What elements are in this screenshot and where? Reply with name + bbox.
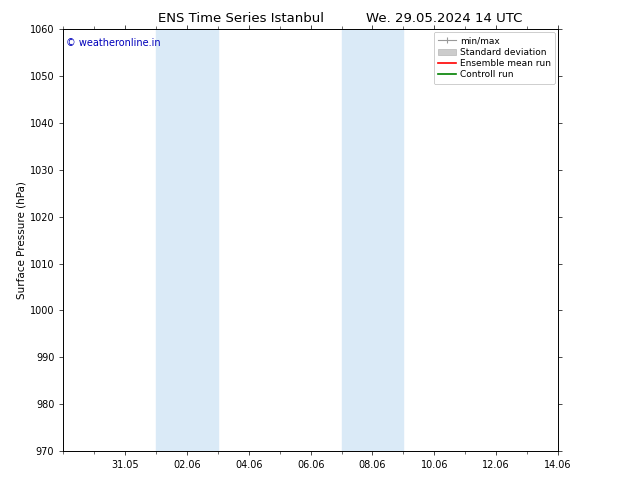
Y-axis label: Surface Pressure (hPa): Surface Pressure (hPa) <box>17 181 27 299</box>
Text: ENS Time Series Istanbul: ENS Time Series Istanbul <box>158 12 324 25</box>
Text: We. 29.05.2024 14 UTC: We. 29.05.2024 14 UTC <box>366 12 522 25</box>
Bar <box>156 29 218 451</box>
Legend: min/max, Standard deviation, Ensemble mean run, Controll run: min/max, Standard deviation, Ensemble me… <box>434 32 555 84</box>
Bar <box>342 29 403 451</box>
Text: © weatheronline.in: © weatheronline.in <box>66 38 160 48</box>
